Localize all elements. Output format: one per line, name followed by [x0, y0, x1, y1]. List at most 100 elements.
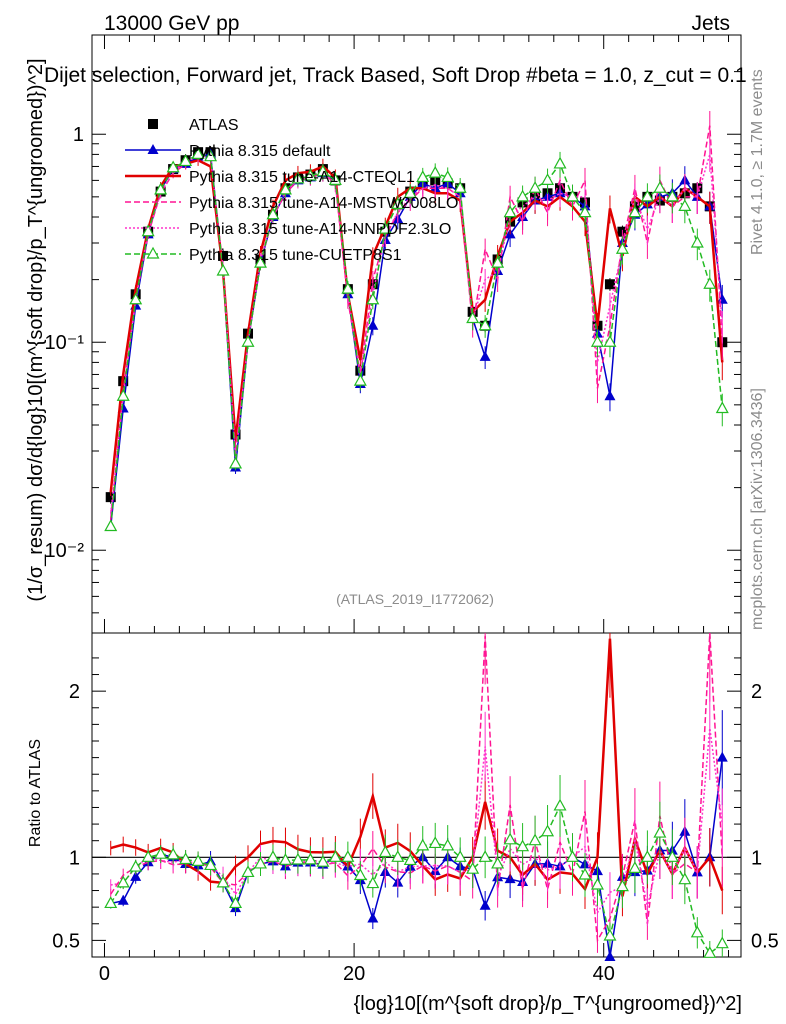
series-line — [109, 154, 724, 514]
data-point — [541, 824, 555, 837]
ratio-y-tick-label-right: 0.5 — [751, 930, 779, 952]
data-point — [403, 853, 417, 866]
data-point — [366, 292, 380, 305]
legend: ATLAS Pythia 8.315 default Pythia 8.315 tu… — [125, 117, 458, 264]
upper-series-layer — [104, 111, 729, 532]
data-point — [378, 221, 392, 234]
data-point — [391, 850, 405, 862]
data-point — [179, 154, 193, 167]
ratio-line — [110, 727, 724, 915]
ratio-y-tick-label-right: 1 — [751, 847, 762, 869]
mcplots-label: mcplots.cern.ch [arXiv:1306.3436] — [749, 388, 766, 630]
upper-series-5 — [104, 147, 729, 532]
data-point — [441, 170, 455, 183]
upper-y-tick-label: 10⁻¹ — [45, 332, 85, 354]
legend-item: ATLAS — [148, 117, 239, 134]
data-point — [204, 858, 218, 871]
data-point — [141, 850, 155, 862]
data-point — [266, 850, 280, 862]
data-point — [590, 334, 604, 347]
data-point — [253, 255, 268, 268]
data-point — [716, 751, 728, 762]
data-point — [366, 876, 380, 889]
data-point — [291, 171, 305, 184]
data-point — [478, 850, 492, 862]
data-point — [353, 868, 367, 881]
data-point — [341, 850, 355, 862]
data-point — [441, 838, 455, 851]
series-line — [109, 153, 724, 527]
data-point — [303, 852, 317, 865]
data-point — [715, 401, 729, 414]
data-point — [218, 250, 229, 261]
data-point — [204, 149, 218, 162]
data-point — [479, 350, 491, 361]
legend-item: Pythia 8.315 tune-A14-MSTW2008LO — [125, 195, 458, 212]
data-point — [391, 197, 405, 209]
data-point — [166, 160, 180, 173]
data-point — [278, 182, 292, 195]
ratio-y-tick-label: 1 — [69, 847, 80, 869]
x-tick-label: 20 — [343, 963, 365, 985]
data-point — [678, 199, 692, 211]
data-point — [278, 853, 292, 865]
data-point — [690, 235, 704, 248]
data-point — [229, 456, 243, 469]
data-point — [229, 896, 243, 909]
data-point — [503, 205, 517, 218]
data-point — [104, 896, 118, 909]
data-point — [179, 852, 193, 865]
data-point — [428, 165, 442, 178]
data-point — [291, 852, 305, 865]
ratio-line — [110, 803, 723, 955]
data-point — [154, 182, 168, 195]
data-point — [665, 850, 679, 862]
legend-label: Pythia 8.315 default — [189, 143, 331, 160]
data-point — [146, 246, 160, 259]
data-point — [565, 850, 580, 862]
ratio-y-tick-label: 2 — [69, 681, 80, 703]
data-point — [241, 865, 255, 878]
ratio-y-tick-label-right: 2 — [751, 681, 762, 703]
data-point — [715, 936, 729, 949]
data-point — [166, 847, 180, 860]
legend-label: Pythia 8.315 tune-A14-CTEQL1 — [189, 169, 415, 186]
x-tick-label: 40 — [593, 963, 615, 985]
data-point — [516, 189, 530, 202]
data-point — [129, 292, 143, 305]
data-point — [578, 867, 592, 880]
data-point — [628, 861, 642, 873]
data-point — [367, 912, 379, 923]
data-point — [553, 798, 567, 811]
ratio-line — [110, 638, 724, 897]
ratio-panel-frame — [91, 632, 742, 958]
data-point — [403, 186, 417, 198]
data-point — [416, 838, 430, 851]
legend-label: Pythia 8.315 tune-CUETP8S1 — [189, 247, 402, 264]
data-point — [640, 189, 654, 202]
data-point — [266, 207, 280, 220]
data-point — [628, 205, 642, 218]
data-point — [453, 180, 467, 193]
data-point — [703, 946, 717, 958]
data-point — [341, 281, 355, 294]
data-point — [328, 850, 342, 862]
ratio-series-3 — [110, 632, 724, 953]
data-point — [147, 144, 159, 154]
data-point — [216, 875, 230, 888]
legend-label: ATLAS — [189, 117, 239, 134]
ratio-line — [110, 632, 724, 943]
axes-layer: 0 20 40 10⁻² 10⁻¹ 1 0.5 0.5 1 1 2 2 — [45, 34, 779, 985]
data-point — [491, 255, 505, 268]
data-point — [453, 850, 467, 862]
data-point — [241, 334, 255, 347]
data-point — [116, 875, 130, 888]
data-point — [378, 845, 392, 858]
data-point — [528, 833, 542, 846]
data-point — [104, 519, 118, 532]
data-point — [141, 224, 155, 237]
analysis-tag: (ATLAS_2019_I1772062) — [336, 591, 494, 607]
data-point — [516, 839, 530, 852]
process-label: Jets — [691, 12, 730, 35]
